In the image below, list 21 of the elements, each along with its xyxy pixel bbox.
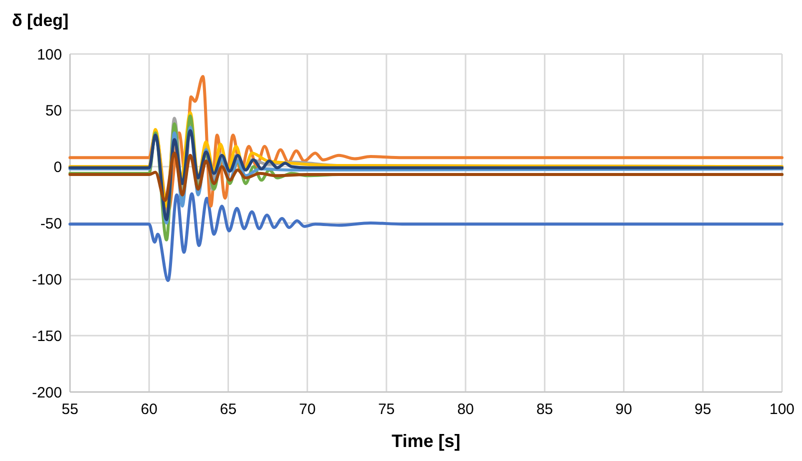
y-tick-label: 100 xyxy=(36,46,62,64)
x-tick-label: 95 xyxy=(694,401,712,418)
x-tick-label: 65 xyxy=(220,401,237,418)
y-tick-label: 0 xyxy=(54,158,62,176)
line-series xyxy=(68,152,784,202)
y-tick-label: 50 xyxy=(45,102,62,120)
x-tick-label: 55 xyxy=(62,401,78,418)
x-tick-label: 100 xyxy=(769,401,795,418)
line-series xyxy=(68,192,784,282)
x-axis-title: Time [s] xyxy=(392,431,460,451)
x-tick-label: 70 xyxy=(298,401,316,418)
y-tick-label: -100 xyxy=(32,272,62,289)
y-tick-label: -50 xyxy=(40,215,62,232)
x-tick-label: 85 xyxy=(536,401,554,418)
y-axis-title: δ [deg] xyxy=(12,11,69,30)
x-tick-label: 75 xyxy=(378,401,395,418)
x-tick-label: 80 xyxy=(457,401,474,418)
x-tick-label: 60 xyxy=(140,401,158,418)
x-tick-label: 90 xyxy=(615,401,632,418)
y-tick-label: -200 xyxy=(32,384,62,402)
y-tick-label: -150 xyxy=(32,328,62,345)
